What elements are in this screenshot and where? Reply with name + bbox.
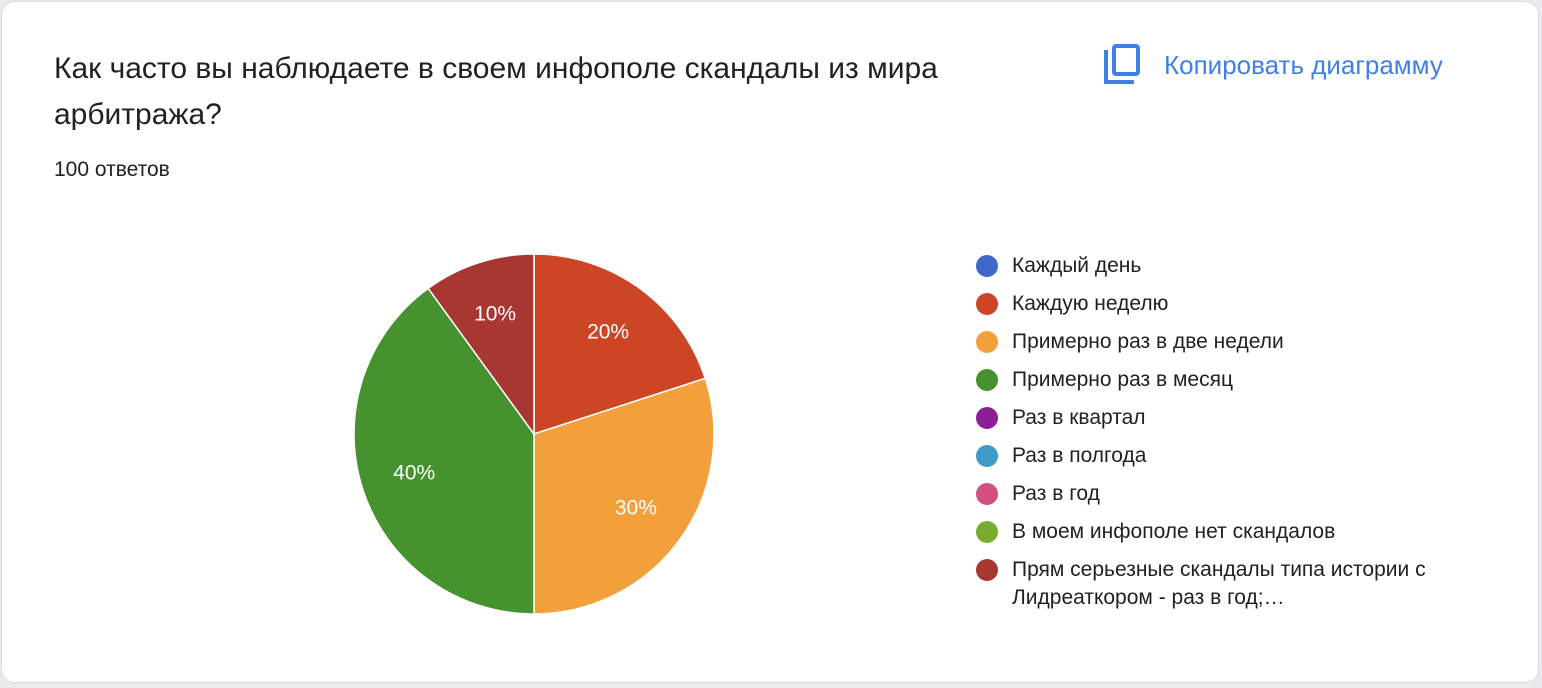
legend-label: Примерно раз в месяц bbox=[1012, 368, 1234, 391]
pie-slice bbox=[353, 287, 535, 615]
legend-item: Раз в полгода bbox=[976, 442, 1496, 470]
legend-label: Каждый день bbox=[1012, 254, 1142, 277]
legend-label: Раз в год bbox=[1012, 482, 1100, 505]
legend-swatch bbox=[976, 255, 998, 277]
legend-swatch bbox=[976, 293, 998, 315]
response-count: 100 ответов bbox=[54, 158, 170, 181]
slice-label: 40% bbox=[393, 461, 435, 484]
question-title: Как часто вы наблюдаете в своем инфополе… bbox=[54, 52, 938, 131]
legend-label: Примерно раз в две недели bbox=[1012, 330, 1284, 353]
legend-swatch bbox=[976, 559, 998, 581]
legend-label: Раз в квартал bbox=[1012, 406, 1146, 429]
pie-slice bbox=[533, 253, 707, 436]
legend-label: Каждую неделю bbox=[1012, 292, 1169, 315]
slice-label: 30% bbox=[615, 497, 657, 520]
legend-swatch bbox=[976, 521, 998, 543]
slice-label: 10% bbox=[474, 303, 516, 326]
legend-item: Примерно раз в две недели bbox=[976, 328, 1496, 356]
legend-item: Раз в год bbox=[976, 480, 1496, 508]
legend-label: В моем инфополе нет скандалов bbox=[1012, 520, 1336, 543]
legend-swatch bbox=[976, 483, 998, 505]
legend-item: Каждую неделю bbox=[976, 290, 1496, 318]
legend-item: Раз в квартал bbox=[976, 404, 1496, 432]
legend-swatch bbox=[976, 407, 998, 429]
copy-icon bbox=[1102, 44, 1142, 86]
legend-item: Каждый день bbox=[976, 252, 1496, 280]
legend-item: Прям серьезные скандалы типа истории с Л… bbox=[976, 556, 1496, 612]
legend-swatch bbox=[976, 331, 998, 353]
legend-swatch bbox=[976, 445, 998, 467]
pie-slice bbox=[427, 253, 535, 437]
legend-item: Примерно раз в месяц bbox=[976, 366, 1496, 394]
legend-label: Прям серьезные скандалы типа истории с Л… bbox=[1012, 558, 1426, 609]
legend-swatch bbox=[976, 369, 998, 391]
chart-legend: Каждый день Каждую неделю Примерно раз в д… bbox=[976, 252, 1496, 622]
legend-label: Раз в полгода bbox=[1012, 444, 1147, 467]
pie-slice bbox=[533, 377, 715, 615]
copy-chart-button[interactable]: Копировать диаграмму bbox=[1102, 42, 1443, 88]
copy-chart-label: Копировать диаграмму bbox=[1164, 49, 1443, 80]
legend-item: В моем инфополе нет скандалов bbox=[976, 518, 1496, 546]
slice-label: 20% bbox=[587, 321, 629, 344]
